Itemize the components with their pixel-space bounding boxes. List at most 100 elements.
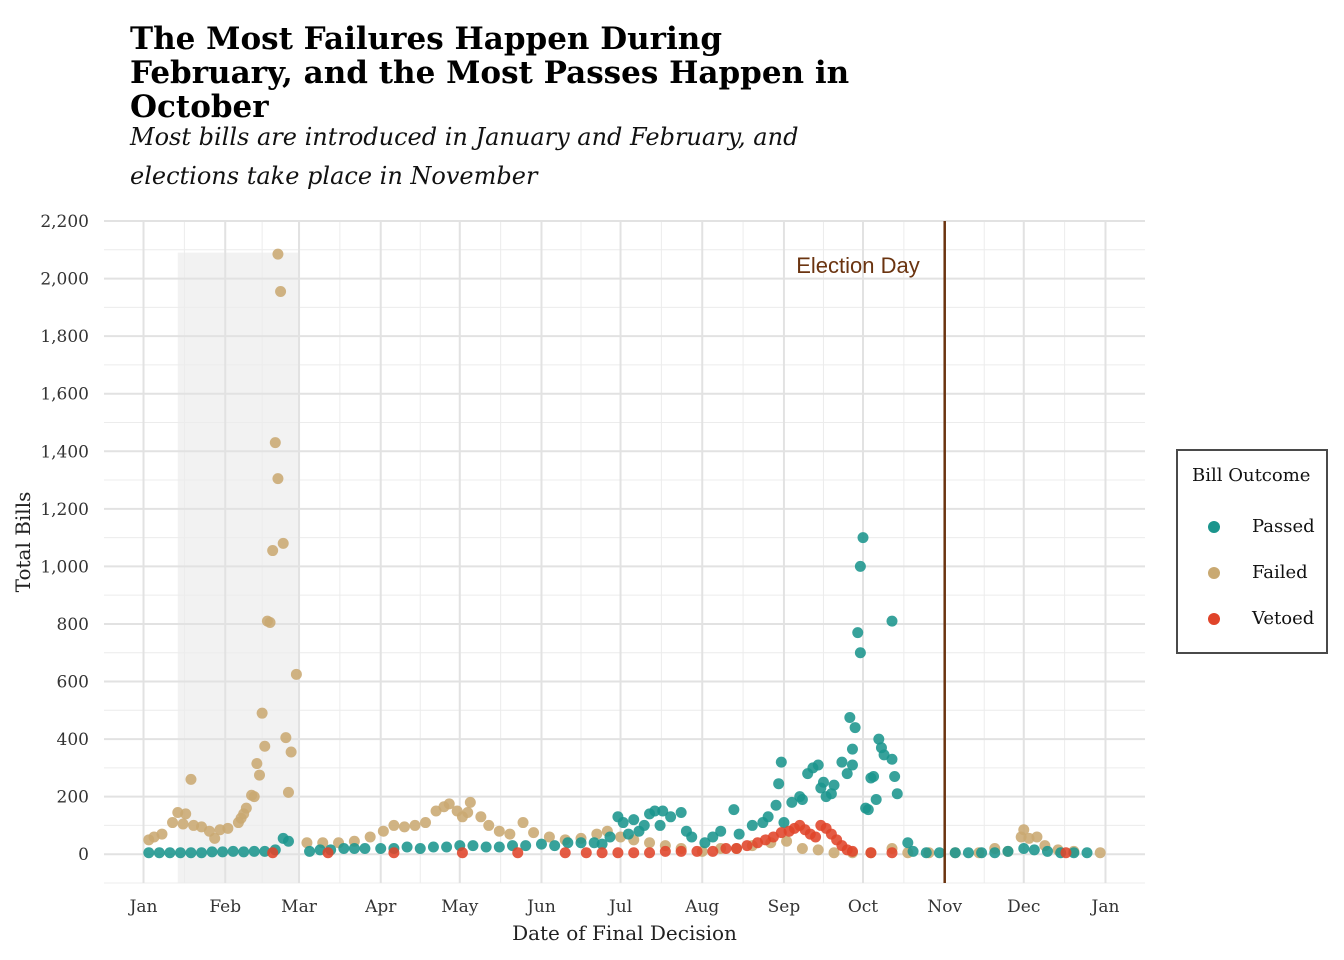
- point-passed: [796, 794, 808, 806]
- point-passed: [665, 811, 677, 823]
- y-tick-label: 800: [57, 615, 89, 635]
- point-passed: [153, 847, 165, 859]
- point-passed: [870, 794, 882, 806]
- point-failed: [267, 545, 279, 557]
- legend-label-passed: Passed: [1252, 516, 1315, 537]
- point-passed: [248, 845, 260, 857]
- point-passed: [852, 627, 864, 639]
- point-passed: [596, 838, 608, 850]
- point-passed: [520, 840, 532, 852]
- legend: Bill Outcome Passed Failed Vetoed: [1176, 449, 1328, 654]
- point-passed: [617, 817, 629, 829]
- point-passed: [846, 743, 858, 755]
- y-tick-label: 1,400: [40, 442, 89, 462]
- point-failed: [1094, 847, 1106, 859]
- legend-label-failed: Failed: [1252, 562, 1308, 583]
- point-passed: [575, 837, 587, 849]
- point-passed: [746, 819, 758, 831]
- chart-title: The Most Failures Happen During February…: [130, 21, 850, 125]
- point-passed: [886, 615, 898, 627]
- point-failed: [443, 798, 455, 810]
- x-tick-label: May: [441, 897, 479, 917]
- point-failed: [377, 825, 389, 837]
- election-day-label: Election Day: [796, 253, 920, 278]
- point-vetoed: [707, 845, 719, 857]
- point-passed: [493, 841, 505, 853]
- point-vetoed: [456, 847, 468, 859]
- point-failed: [185, 773, 197, 785]
- point-passed: [282, 835, 294, 847]
- x-tick-label: Mar: [281, 897, 318, 917]
- point-failed: [462, 806, 474, 818]
- point-passed: [375, 842, 387, 854]
- point-passed: [976, 847, 988, 859]
- point-failed: [180, 808, 192, 820]
- point-passed: [644, 808, 656, 820]
- point-failed: [280, 732, 292, 744]
- point-passed: [862, 804, 874, 816]
- point-passed: [164, 847, 176, 859]
- point-vetoed: [731, 842, 743, 854]
- legend-item-failed: Failed: [1208, 561, 1308, 585]
- point-failed: [388, 819, 400, 831]
- point-passed: [873, 733, 885, 745]
- x-tick-label: Aug: [684, 897, 719, 917]
- point-vetoed: [691, 845, 703, 857]
- point-failed: [222, 822, 234, 834]
- point-passed: [907, 845, 919, 857]
- point-passed: [441, 841, 453, 853]
- point-passed: [535, 838, 547, 850]
- point-vetoed: [580, 847, 592, 859]
- point-vetoed: [846, 845, 858, 857]
- point-vetoed: [675, 845, 687, 857]
- point-vetoed: [865, 847, 877, 859]
- point-passed: [828, 779, 840, 791]
- point-failed: [253, 769, 265, 781]
- point-passed: [414, 842, 426, 854]
- point-failed: [285, 746, 297, 758]
- point-passed: [480, 841, 492, 853]
- point-failed: [1018, 824, 1030, 836]
- point-failed: [493, 825, 505, 837]
- point-passed: [757, 817, 769, 829]
- point-failed: [290, 668, 302, 680]
- point-passed: [728, 804, 740, 816]
- point-passed: [401, 841, 413, 853]
- point-failed: [409, 819, 421, 831]
- x-tick-label: Oct: [848, 897, 878, 917]
- point-passed: [304, 845, 316, 857]
- point-passed: [962, 847, 974, 859]
- point-failed: [796, 842, 808, 854]
- point-passed: [1002, 845, 1014, 857]
- point-failed: [167, 817, 179, 829]
- point-failed: [259, 740, 271, 752]
- legend-label-vetoed: Vetoed: [1252, 608, 1315, 629]
- point-passed: [707, 831, 719, 843]
- point-failed: [209, 832, 221, 844]
- point-vetoed: [886, 847, 898, 859]
- point-failed: [364, 831, 376, 843]
- point-failed: [275, 286, 287, 298]
- point-passed: [854, 647, 866, 659]
- point-failed: [256, 707, 268, 719]
- point-passed: [359, 842, 371, 854]
- point-failed: [177, 818, 189, 830]
- legend-title: Bill Outcome: [1192, 465, 1311, 486]
- point-passed: [467, 840, 479, 852]
- legend-item-vetoed: Vetoed: [1208, 607, 1314, 631]
- point-vetoed: [559, 847, 571, 859]
- point-failed: [591, 828, 603, 840]
- x-tick-label: Sep: [768, 897, 801, 917]
- point-vetoed: [720, 842, 732, 854]
- point-passed: [338, 842, 350, 854]
- point-failed: [272, 248, 284, 260]
- point-passed: [238, 846, 250, 858]
- point-failed: [232, 817, 244, 829]
- point-passed: [989, 847, 1001, 859]
- chart-subtitle: Most bills are introduced in January and…: [130, 123, 799, 190]
- point-passed: [849, 722, 861, 734]
- legend-swatch-failed: [1208, 567, 1220, 579]
- y-tick-label: 2,000: [40, 270, 89, 290]
- point-vetoed: [644, 847, 656, 859]
